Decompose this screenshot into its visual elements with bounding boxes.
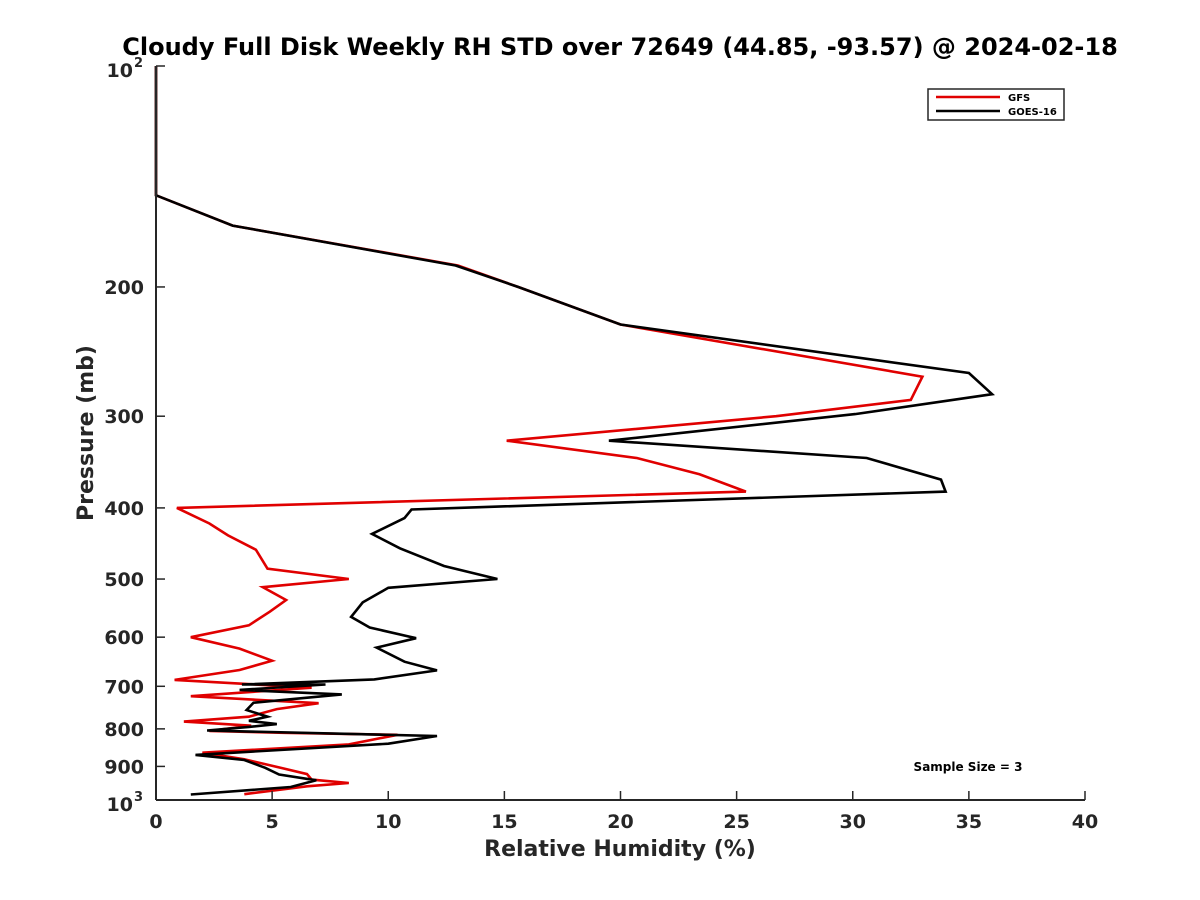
x-tick-label: 40 xyxy=(1072,811,1098,833)
plot-area xyxy=(156,66,1085,800)
y-tick-label-base: 10 xyxy=(107,60,133,82)
y-tick-label-exponent: 2 xyxy=(134,56,143,71)
y-tick-label: 500 xyxy=(104,569,144,591)
series-line-goes16 xyxy=(154,66,996,796)
y-tick-label: 800 xyxy=(104,719,144,741)
y-axis-label: Pressure (mb) xyxy=(74,345,99,521)
y-tick-label: 900 xyxy=(104,756,144,778)
chart-title: Cloudy Full Disk Weekly RH STD over 7264… xyxy=(122,33,1118,61)
x-axis-label: Relative Humidity (%) xyxy=(484,837,756,862)
x-tick-label: 15 xyxy=(491,811,517,833)
x-tick-label: 0 xyxy=(149,811,162,833)
y-tick-label: 600 xyxy=(104,627,144,649)
x-tick-label: 5 xyxy=(266,811,279,833)
y-tick-label-exponent: 3 xyxy=(134,790,143,805)
legend: GFS GOES-16 xyxy=(927,88,1065,121)
sample-size-annotation: Sample Size = 3 xyxy=(914,760,1023,774)
x-tick-label: 25 xyxy=(723,811,749,833)
y-tick-label: 700 xyxy=(104,676,144,698)
series-line-gfs xyxy=(154,66,925,796)
y-tick-label: 200 xyxy=(104,277,144,299)
legend-label-gfs: GFS xyxy=(1008,93,1030,104)
series-layer xyxy=(154,66,996,796)
x-ticks: 0 5 10 15 20 25 30 35 40 xyxy=(149,791,1098,833)
y-tick-label-base: 10 xyxy=(107,794,133,816)
x-tick-label: 20 xyxy=(607,811,633,833)
y-tick-label: 300 xyxy=(104,406,144,428)
legend-box xyxy=(927,88,1065,121)
y-tick-label: 400 xyxy=(104,498,144,520)
legend-label-goes16: GOES-16 xyxy=(1008,107,1057,118)
x-tick-label: 35 xyxy=(956,811,982,833)
x-tick-label: 30 xyxy=(840,811,866,833)
x-tick-label: 10 xyxy=(375,811,401,833)
